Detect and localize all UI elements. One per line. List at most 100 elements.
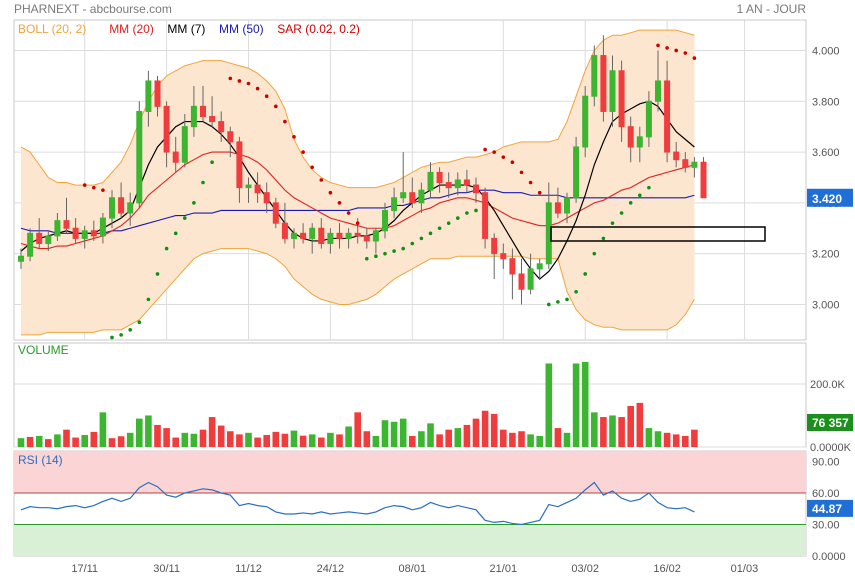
candle-body <box>181 126 188 163</box>
sar-dot <box>192 201 196 205</box>
last-rsi-badge <box>807 499 853 517</box>
x-tick-label: 24/12 <box>317 563 345 575</box>
volume-bar <box>581 361 589 447</box>
volume-bar <box>172 437 179 447</box>
sar-dot <box>128 328 132 332</box>
candle-body <box>27 232 34 257</box>
sar-dot <box>365 256 369 261</box>
volume-bar <box>672 434 680 447</box>
candle-body <box>536 263 543 270</box>
sar-dot <box>619 211 624 215</box>
volume-bar <box>472 418 480 447</box>
sar-dot <box>647 185 651 190</box>
candle-body <box>218 121 225 133</box>
last-rsi-value: 44.87 <box>812 502 842 516</box>
volume-bar <box>199 429 207 447</box>
rsi-y-tick: 0.0000 <box>812 551 846 563</box>
sar-dot <box>537 190 542 195</box>
sar-dot <box>346 211 351 215</box>
sar-dot <box>155 272 160 276</box>
candle-body <box>209 116 216 123</box>
volume-bar <box>17 438 25 447</box>
candle-body <box>591 55 598 97</box>
volume-bar <box>145 415 152 447</box>
candle-body <box>190 105 197 128</box>
volume-bar <box>236 434 243 447</box>
sar-dot <box>92 185 96 190</box>
volume-bar <box>108 438 116 447</box>
sar-dot <box>419 236 424 241</box>
candle-body <box>36 232 43 244</box>
volume-bar <box>536 435 543 447</box>
candle-body <box>473 184 479 194</box>
sar-dot <box>628 201 633 205</box>
candle-body <box>118 197 125 214</box>
sar-dot <box>383 251 387 256</box>
sar-dot <box>437 226 442 231</box>
volume-bar <box>136 418 143 447</box>
rsi-y-tick: 60.00 <box>812 488 840 500</box>
volume-bar <box>609 415 616 447</box>
sar-dot <box>255 86 260 91</box>
volume-bar <box>481 410 489 447</box>
legend-item: BOLL (20, 2) <box>18 22 86 36</box>
volume-bar <box>308 434 316 447</box>
candle-body <box>63 220 70 229</box>
sar-dot <box>328 190 333 195</box>
candle-body <box>263 192 270 204</box>
candle-body <box>564 197 570 214</box>
sar-dot <box>692 56 697 60</box>
volume-bar <box>463 424 471 447</box>
candle-body <box>618 70 625 128</box>
volume-bar <box>372 435 380 447</box>
candle-body <box>609 70 616 112</box>
volume-bar <box>509 432 516 447</box>
candle-body <box>391 197 398 211</box>
candle-body <box>445 182 452 189</box>
sar-dot <box>337 201 342 205</box>
volume-bar <box>227 431 234 447</box>
candle-body <box>254 184 261 194</box>
volume-bar <box>54 434 61 447</box>
sar-dot <box>201 180 205 185</box>
price-y-tick: 3.800 <box>812 96 840 108</box>
x-axis: 17/11 30/11 11/12 24/12 08/01 21/01 03/02 16/02… <box>71 563 758 575</box>
x-tick-label: 03/02 <box>571 563 599 575</box>
volume-bar <box>518 431 525 447</box>
sar-dot <box>392 249 396 253</box>
volume-bar <box>654 431 662 447</box>
candle-body <box>554 202 561 214</box>
candle-body <box>327 232 334 244</box>
period-label: 1 AN - JOUR <box>737 2 807 16</box>
volume-bar <box>299 435 307 447</box>
sar-dot <box>547 302 551 307</box>
volume-bar <box>527 434 534 447</box>
annotation-rectangle <box>550 226 766 242</box>
candle-body <box>636 136 643 148</box>
candle-body <box>664 80 671 153</box>
sar-dot <box>274 104 278 109</box>
sar-dot <box>519 170 524 175</box>
sar-dot <box>183 216 187 220</box>
x-tick-label: 01/03 <box>731 563 759 575</box>
sar-dot <box>601 236 606 241</box>
candle-body <box>645 100 652 138</box>
candle-body <box>45 235 52 244</box>
candle-body <box>99 217 106 237</box>
sar-dot <box>492 150 497 154</box>
rsi-y-tick: 90.00 <box>812 457 840 469</box>
volume-bar <box>663 432 671 447</box>
candle-body <box>418 189 425 204</box>
volume-bar <box>126 432 134 447</box>
volume-bar <box>645 428 653 447</box>
candle-body <box>272 202 279 224</box>
candle-body <box>245 184 252 189</box>
candle-body <box>400 192 407 199</box>
volume-panel: 200.0K 0.0000K 76 357 <box>13 342 853 454</box>
volume-bar <box>418 431 425 447</box>
volume-bar <box>163 428 170 447</box>
volume-bar <box>390 421 398 447</box>
candle-body <box>582 95 589 148</box>
sar-dot <box>501 155 506 159</box>
candle-body <box>518 273 525 290</box>
